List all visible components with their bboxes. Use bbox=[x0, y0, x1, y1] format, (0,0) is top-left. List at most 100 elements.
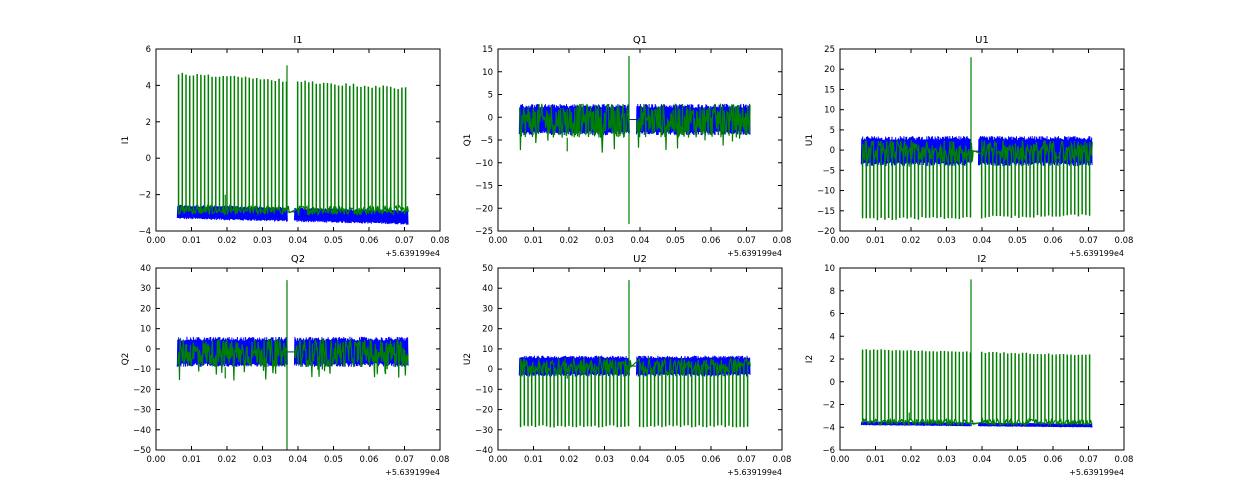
x-tick-label: 0.07 bbox=[1079, 236, 1098, 246]
x-tick-label: 0.06 bbox=[1044, 236, 1063, 246]
y-tick-label: 25 bbox=[824, 45, 835, 55]
chart-title: U2 bbox=[633, 254, 647, 265]
y-tick-label: −40 bbox=[133, 426, 151, 436]
y-tick-label: −15 bbox=[475, 182, 493, 192]
y-tick-label: 10 bbox=[824, 106, 835, 116]
y-tick-label: 10 bbox=[482, 68, 493, 78]
y-tick-label: −30 bbox=[133, 406, 151, 416]
x-tick-label: 0.08 bbox=[431, 455, 450, 465]
x-tick-label: 0.08 bbox=[1115, 455, 1134, 465]
chart-title: I2 bbox=[977, 254, 986, 265]
x-tick-label: 0.06 bbox=[702, 455, 721, 465]
x-offset-label: +5.639199e4 bbox=[1069, 468, 1124, 477]
subplot-i2: 0.00 0.01 0.02 0.03 0.04 0.05 0.06 0.07 0.08 −6 −4… bbox=[805, 254, 1133, 477]
x-tick-label: 0.01 bbox=[182, 455, 201, 465]
x-tick-label: 0.07 bbox=[395, 455, 414, 465]
y-tick-label: 20 bbox=[140, 304, 151, 314]
y-tick-label: 10 bbox=[482, 345, 493, 355]
x-tick-label: 0.00 bbox=[831, 455, 850, 465]
y-tick-label: −10 bbox=[817, 187, 835, 197]
x-tick-label: 0.00 bbox=[831, 236, 850, 246]
y-tick-label: 15 bbox=[482, 45, 493, 55]
x-tick-label: 0.00 bbox=[489, 455, 508, 465]
x-tick-label: 0.05 bbox=[666, 455, 685, 465]
y-tick-label: 5 bbox=[488, 91, 493, 101]
x-tick-label: 0.02 bbox=[218, 455, 237, 465]
x-tick-label: 0.02 bbox=[218, 236, 237, 246]
y-tick-label: 0 bbox=[488, 113, 493, 123]
y-tick-label: 2 bbox=[146, 118, 151, 128]
x-tick-label: 0.01 bbox=[866, 455, 885, 465]
series-green-line bbox=[861, 279, 1093, 427]
data-layer bbox=[860, 279, 1093, 428]
y-tick-label: 30 bbox=[482, 304, 493, 314]
y-tick-label: −2 bbox=[138, 191, 151, 201]
y-axis-label: Q1 bbox=[463, 134, 473, 147]
x-offset-label: +5.639199e4 bbox=[1069, 249, 1124, 258]
series-green-line bbox=[177, 65, 409, 217]
y-axis-label: U1 bbox=[805, 134, 815, 146]
y-tick-label: −4 bbox=[822, 423, 835, 433]
subplot-i1: 0.00 0.01 0.02 0.03 0.04 0.05 0.06 0.07 0.08 −4 −2… bbox=[121, 35, 449, 258]
series-green-line bbox=[861, 57, 1093, 221]
y-tick-label: −5 bbox=[480, 136, 493, 146]
series-blue-line bbox=[860, 421, 1093, 428]
y-tick-label: −10 bbox=[133, 365, 151, 375]
y-tick-label: 50 bbox=[482, 264, 493, 274]
x-tick-label: 0.04 bbox=[631, 455, 650, 465]
y-tick-label: −20 bbox=[475, 406, 493, 416]
y-tick-label: −15 bbox=[817, 207, 835, 217]
x-tick-label: 0.02 bbox=[902, 455, 921, 465]
y-tick-label: −20 bbox=[475, 204, 493, 214]
x-tick-label: 0.01 bbox=[866, 236, 885, 246]
x-tick-label: 0.00 bbox=[147, 236, 166, 246]
x-tick-label: 0.06 bbox=[702, 236, 721, 246]
x-tick-label: 0.08 bbox=[773, 236, 792, 246]
chart-title: I1 bbox=[293, 35, 302, 46]
x-tick-label: 0.01 bbox=[182, 236, 201, 246]
y-axis-label: U2 bbox=[463, 353, 473, 365]
y-tick-label: −10 bbox=[475, 385, 493, 395]
x-tick-label: 0.03 bbox=[937, 236, 956, 246]
x-tick-label: 0.01 bbox=[524, 455, 543, 465]
y-tick-label: −4 bbox=[138, 227, 151, 237]
x-tick-label: 0.03 bbox=[253, 236, 272, 246]
series-blue-line bbox=[176, 204, 409, 225]
x-tick-label: 0.02 bbox=[560, 236, 579, 246]
x-tick-label: 0.08 bbox=[773, 455, 792, 465]
y-tick-label: −40 bbox=[475, 446, 493, 456]
x-tick-label: 0.06 bbox=[360, 455, 379, 465]
y-tick-label: 15 bbox=[824, 85, 835, 95]
x-offset-label: +5.639199e4 bbox=[385, 249, 440, 258]
data-layer bbox=[518, 55, 751, 225]
x-tick-label: 0.07 bbox=[395, 236, 414, 246]
data-layer bbox=[518, 280, 751, 428]
y-tick-label: 40 bbox=[140, 264, 151, 274]
x-tick-label: 0.04 bbox=[631, 236, 650, 246]
y-tick-label: 0 bbox=[146, 345, 151, 355]
x-tick-label: 0.00 bbox=[489, 236, 508, 246]
y-tick-label: −2 bbox=[822, 401, 835, 411]
x-offset-label: +5.639199e4 bbox=[727, 249, 782, 258]
x-tick-label: 0.04 bbox=[289, 236, 308, 246]
subplot-q2: 0.00 0.01 0.02 0.03 0.04 0.05 0.06 0.07 0.08 −50 −… bbox=[121, 254, 449, 477]
x-tick-label: 0.06 bbox=[360, 236, 379, 246]
y-tick-label: 10 bbox=[140, 325, 151, 335]
y-tick-label: −25 bbox=[475, 227, 493, 237]
y-tick-label: −50 bbox=[133, 446, 151, 456]
x-tick-label: 0.02 bbox=[902, 236, 921, 246]
series-green-line bbox=[177, 280, 409, 450]
x-tick-label: 0.06 bbox=[1044, 455, 1063, 465]
x-tick-label: 0.01 bbox=[524, 236, 543, 246]
x-tick-label: 0.03 bbox=[595, 236, 614, 246]
y-tick-label: 40 bbox=[482, 284, 493, 294]
y-tick-label: −20 bbox=[817, 227, 835, 237]
series-green-line bbox=[519, 280, 751, 428]
series-green-line bbox=[518, 55, 751, 225]
data-layer bbox=[176, 65, 409, 225]
y-tick-label: 4 bbox=[830, 332, 835, 342]
x-tick-label: 0.03 bbox=[253, 455, 272, 465]
y-tick-label: 6 bbox=[146, 45, 151, 55]
x-offset-label: +5.639199e4 bbox=[385, 468, 440, 477]
